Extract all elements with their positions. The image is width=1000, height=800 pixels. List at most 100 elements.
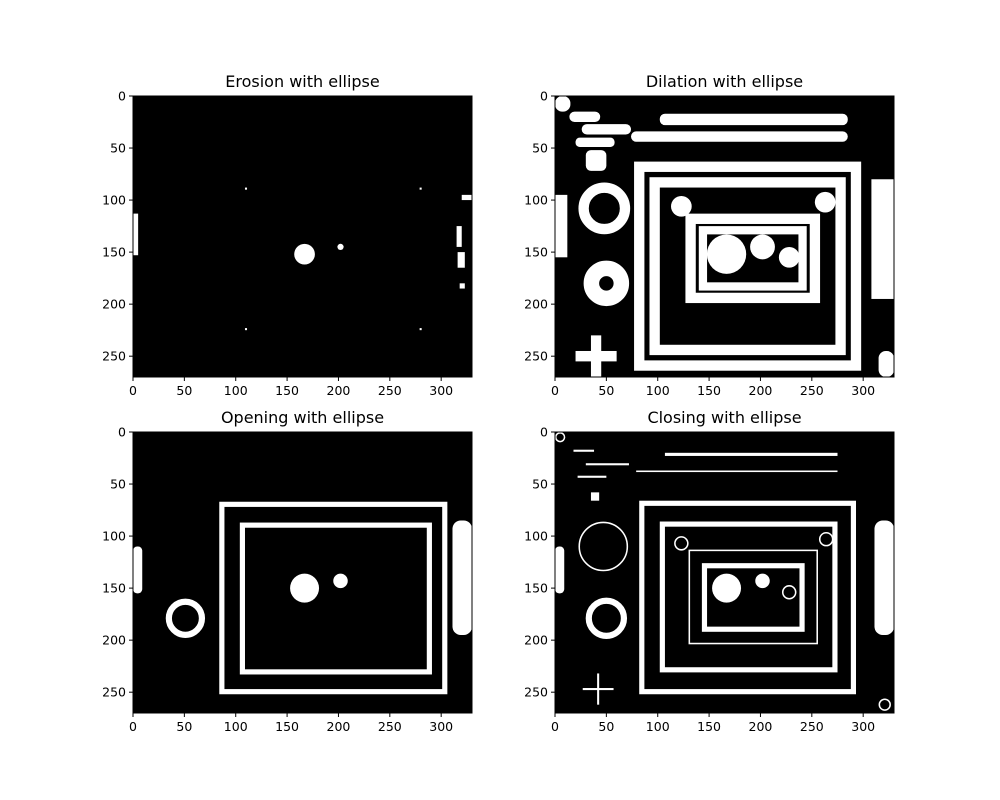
closing-ring-19 xyxy=(674,536,689,551)
erosion-xtick-label-1: 50 xyxy=(176,383,192,398)
erosion-ytick-label-1: 50 xyxy=(110,141,126,156)
dilation-ytick-label-3: 150 xyxy=(524,245,548,260)
opening-ytick-label-5: 250 xyxy=(102,685,126,700)
dilation-rect-1 xyxy=(569,111,601,123)
dilation-rect-10 xyxy=(590,335,602,377)
erosion-circle-1 xyxy=(337,243,344,251)
closing-ytick-label-1: 50 xyxy=(532,477,548,492)
closing-frame-14 xyxy=(688,549,818,645)
dilation-rect-5 xyxy=(659,113,848,126)
dilation-frame-12 xyxy=(634,161,862,371)
opening-frame-2 xyxy=(219,501,448,695)
closing-ring-8 xyxy=(585,597,628,639)
closing-xtick-label-5: 250 xyxy=(800,719,824,734)
dilation-rect-3 xyxy=(575,137,615,147)
closing-rect-21 xyxy=(874,520,894,635)
dilation-rect-0 xyxy=(555,96,571,112)
erosion-axes-frame xyxy=(132,95,473,378)
dilation-ring-8 xyxy=(583,260,630,307)
opening-ytick-label-3: 150 xyxy=(102,581,126,596)
opening-title: Opening with ellipse xyxy=(221,408,384,427)
erosion-circle-0 xyxy=(294,243,315,265)
opening-xtick-label-2: 100 xyxy=(224,719,248,734)
dilation-ring-7 xyxy=(578,182,631,235)
dilation-circle-19 xyxy=(671,195,692,217)
dilation-circle-20 xyxy=(814,191,836,213)
opening-rect-6 xyxy=(452,520,472,635)
dilation-xtick-label-3: 150 xyxy=(697,383,721,398)
erosion-xtick-label-2: 100 xyxy=(224,383,248,398)
opening-ytick-label-1: 50 xyxy=(110,477,126,492)
dilation-title: Dilation with ellipse xyxy=(646,72,803,91)
closing-rect-6 xyxy=(636,470,838,473)
closing-rect-5 xyxy=(664,452,838,456)
closing-ring-22 xyxy=(878,698,891,711)
erosion-xtick-label-5: 250 xyxy=(378,383,402,398)
dilation-xtick-label-4: 200 xyxy=(749,383,773,398)
closing-circle-16 xyxy=(712,573,742,603)
dilation-shapes xyxy=(555,96,894,377)
dilation-rect-4 xyxy=(585,150,607,171)
closing-ring-18 xyxy=(781,585,797,600)
dilation-circle-16 xyxy=(706,234,747,274)
closing-rect-11 xyxy=(555,546,565,594)
opening-ytick-label-0: 0 xyxy=(118,425,126,440)
closing-frame-15 xyxy=(701,563,805,632)
erosion-rect-5 xyxy=(457,252,465,268)
closing-rect-1 xyxy=(573,449,595,452)
erosion-ytick-label-2: 100 xyxy=(102,193,126,208)
erosion-xtick-label-4: 200 xyxy=(327,383,351,398)
dilation-xtick-label-0: 0 xyxy=(551,383,559,398)
dilation-rect-6 xyxy=(631,131,848,142)
closing-xtick-label-4: 200 xyxy=(749,719,773,734)
dilation-circle-17 xyxy=(750,234,775,260)
erosion-title: Erosion with ellipse xyxy=(225,72,379,91)
opening-circle-4 xyxy=(290,573,320,603)
opening-panel: Opening with ellipse 0 50 100 150 200 250 300 0 5… xyxy=(102,408,473,734)
closing-ytick-label-0: 0 xyxy=(540,425,548,440)
erosion-rect-2 xyxy=(133,213,139,256)
dilation-rect-11 xyxy=(555,194,568,258)
dilation-xtick-label-5: 250 xyxy=(800,383,824,398)
dilation-xtick-label-2: 100 xyxy=(646,383,670,398)
closing-rect-3 xyxy=(577,475,607,478)
dilation-xtick-label-1: 50 xyxy=(598,383,614,398)
dilation-rect-2 xyxy=(581,124,632,135)
erosion-rect-8 xyxy=(419,187,422,190)
opening-xtick-label-6: 300 xyxy=(429,719,453,734)
dilation-ytick-label-1: 50 xyxy=(532,141,548,156)
opening-frame-3 xyxy=(239,522,432,675)
closing-rect-10 xyxy=(597,673,600,705)
closing-ytick-label-3: 150 xyxy=(524,581,548,596)
dilation-frame-15 xyxy=(698,226,807,291)
erosion-shapes xyxy=(133,187,472,331)
erosion-ytick-label-4: 200 xyxy=(102,297,126,312)
closing-xtick-label-1: 50 xyxy=(598,719,614,734)
dilation-rect-22 xyxy=(878,350,894,377)
closing-xtick-label-3: 150 xyxy=(697,719,721,734)
dilation-panel: Dilation with ellipse 0 50 100 150 200 250 300 0… xyxy=(524,72,895,398)
closing-circle-17 xyxy=(755,573,770,589)
closing-ring-7 xyxy=(578,521,629,572)
erosion-ytick-label-5: 250 xyxy=(102,349,126,364)
opening-xtick-label-0: 0 xyxy=(129,719,137,734)
closing-axes-frame xyxy=(554,431,895,714)
closing-shapes xyxy=(555,432,894,711)
closing-xtick-label-0: 0 xyxy=(551,719,559,734)
dilation-frame-14 xyxy=(685,213,821,304)
dilation-axes-frame xyxy=(554,95,895,378)
dilation-xtick-label-6: 300 xyxy=(851,383,875,398)
closing-ytick-label-5: 250 xyxy=(524,685,548,700)
dilation-ytick-label-5: 250 xyxy=(524,349,548,364)
erosion-xtick-label-3: 150 xyxy=(275,383,299,398)
opening-xtick-label-1: 50 xyxy=(176,719,192,734)
erosion-rect-7 xyxy=(244,187,248,190)
opening-image xyxy=(133,432,472,713)
erosion-rect-10 xyxy=(419,328,422,331)
closing-frame-13 xyxy=(659,521,838,673)
dilation-ytick-label-2: 100 xyxy=(524,193,548,208)
dilation-ytick-label-0: 0 xyxy=(540,89,548,104)
erosion-xtick-label-0: 0 xyxy=(129,383,137,398)
closing-ring-0 xyxy=(555,432,566,443)
